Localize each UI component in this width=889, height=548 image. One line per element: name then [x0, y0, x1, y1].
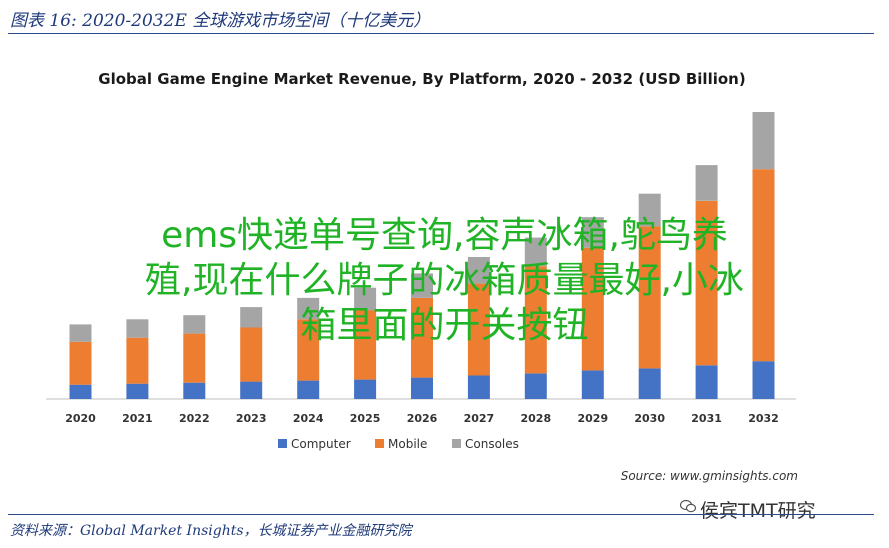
x-tick-label: 2025 — [350, 412, 381, 425]
bar-mobile-2029 — [581, 247, 604, 371]
x-tick-label: 2031 — [691, 412, 722, 425]
bar-consoles-2024 — [297, 297, 320, 320]
bar-computer-2020 — [69, 384, 92, 399]
bar-consoles-2031 — [695, 165, 718, 201]
chart-source: Source: www.gminsights.com — [621, 469, 798, 483]
bar-computer-2026 — [411, 377, 433, 399]
bar-consoles-2029 — [581, 217, 604, 248]
bar-consoles-2022 — [183, 315, 206, 334]
legend-swatch-consoles — [452, 439, 461, 448]
bar-consoles-2030 — [638, 193, 661, 227]
bar-mobile-2025 — [354, 310, 377, 380]
bar-consoles-2032 — [752, 112, 775, 170]
bar-computer-2032 — [752, 361, 775, 399]
bar-consoles-2025 — [354, 287, 377, 311]
x-tick-label: 2022 — [179, 412, 210, 425]
watermark-text: 侯宾TMT研究 — [700, 500, 816, 522]
bar-consoles-2020 — [69, 324, 92, 342]
bar-computer-2028 — [524, 373, 547, 399]
legend-swatch-mobile — [375, 439, 384, 448]
x-tick-labels: 2020 2021 2022 2023 2024 2025 2026 2027 2028 2029… — [65, 412, 779, 425]
source-note: 资料来源：Global Market Insights，长城证券产业金融研究院 — [10, 523, 412, 539]
bar-mobile-2026 — [411, 297, 433, 378]
x-tick-label: 2024 — [293, 412, 324, 425]
x-tick-label: 2029 — [577, 412, 608, 425]
bar-computer-2030 — [638, 368, 661, 399]
bar-mobile-2023 — [240, 327, 263, 382]
legend-label-consoles: Consoles — [465, 437, 519, 451]
bar-computer-2021 — [126, 383, 149, 399]
bar-mobile-2031 — [695, 200, 718, 366]
figure-caption: 图表 16: 2020-2032E 全球游戏市场空间（十亿美元） — [10, 11, 431, 31]
chart-title: Global Game Engine Market Revenue, By Pl… — [98, 70, 745, 88]
x-tick-label: 2020 — [65, 412, 96, 425]
bar-mobile-2021 — [126, 337, 149, 384]
legend: Computer Mobile Consoles — [278, 437, 519, 451]
top-rule — [8, 33, 874, 34]
x-tick-label: 2028 — [520, 412, 551, 425]
bar-computer-2024 — [297, 380, 320, 399]
bar-consoles-2023 — [240, 307, 263, 328]
legend-swatch-computer — [278, 439, 287, 448]
bar-consoles-2021 — [126, 319, 149, 338]
bars-group — [69, 112, 775, 399]
overlay-text-line-1: ems快递单号查询,容声冰箱,鸵鸟养 — [161, 215, 728, 256]
legend-label-mobile: Mobile — [388, 437, 427, 451]
bar-mobile-2020 — [69, 341, 92, 385]
bar-mobile-2028 — [524, 266, 547, 374]
bottom-rule — [8, 514, 874, 515]
overlay-text-line-2: 殖,现在什么牌子的冰箱质量最好,小冰 — [145, 260, 744, 301]
x-tick-label: 2032 — [748, 412, 779, 425]
bar-mobile-2027 — [467, 283, 490, 376]
x-tick-label: 2027 — [464, 412, 495, 425]
bar-consoles-2026 — [411, 273, 433, 298]
bar-computer-2025 — [354, 379, 377, 399]
x-tick-label: 2021 — [122, 412, 153, 425]
bar-computer-2029 — [581, 370, 604, 399]
legend-label-computer: Computer — [291, 437, 351, 451]
bar-computer-2022 — [183, 382, 206, 399]
bar-computer-2023 — [240, 381, 263, 399]
x-tick-label: 2026 — [407, 412, 438, 425]
bar-mobile-2032 — [752, 169, 775, 362]
bar-computer-2027 — [467, 375, 490, 399]
bar-mobile-2022 — [183, 333, 206, 383]
x-tick-label: 2030 — [634, 412, 665, 425]
bar-computer-2031 — [695, 365, 718, 399]
bar-consoles-2027 — [467, 257, 490, 284]
bar-consoles-2028 — [524, 237, 547, 267]
x-tick-label: 2023 — [236, 412, 267, 425]
overlay-text-line-3: 箱里面的开关按钮 — [300, 305, 589, 346]
bar-mobile-2024 — [297, 319, 320, 381]
wechat-icon — [680, 499, 696, 513]
bar-mobile-2030 — [638, 226, 661, 369]
